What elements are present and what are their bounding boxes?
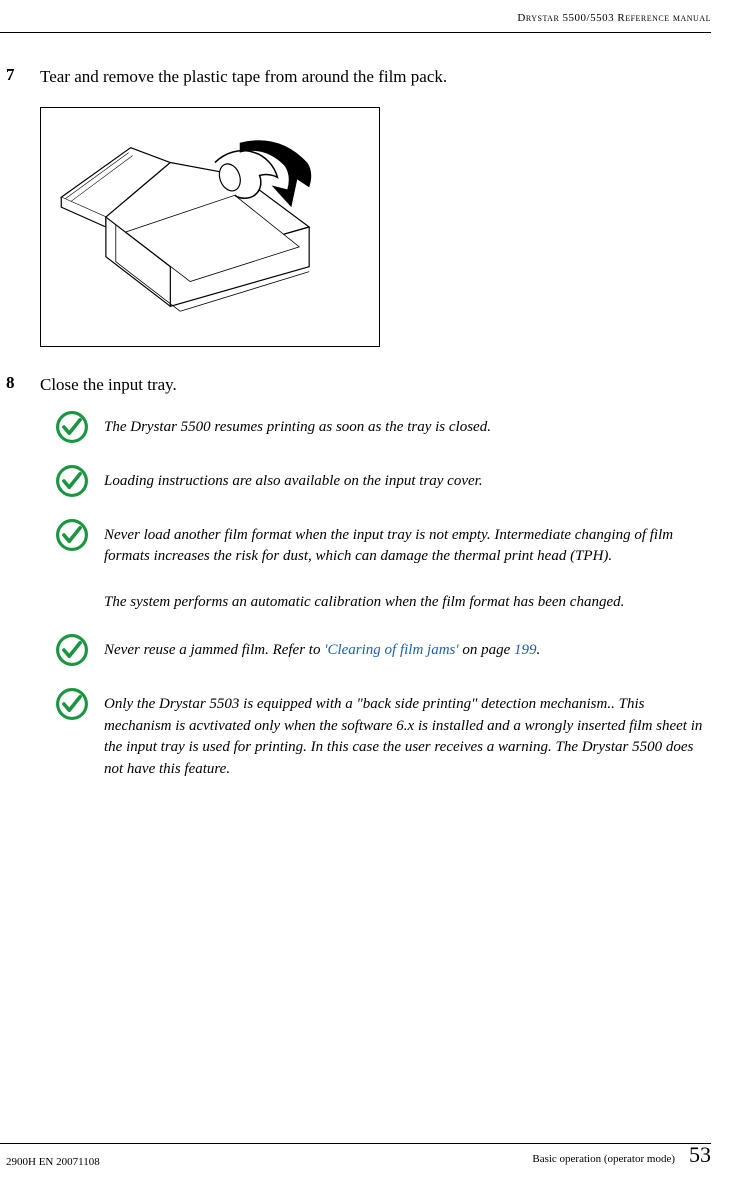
note-text-pre: Never reuse a jammed film. Refer to [104,642,324,658]
checkmark-icon [54,632,90,668]
step-number: 8 [0,373,25,397]
checkmark-icon [54,517,90,553]
note-text: The Drystar 5500 resumes printing as soo… [104,415,491,439]
note-item: Never load another film format when the … [54,523,711,569]
note-text: Never load another film format when the … [104,523,711,569]
note-item: Only the Drystar 5503 is equipped with a… [54,692,711,781]
note-item: Loading instructions are also available … [54,469,711,499]
footer-docid: 2900H EN 20071108 [0,1156,100,1168]
checkmark-icon [54,409,90,445]
checkmark-icon [54,686,90,722]
step-text: Tear and remove the plastic tape from ar… [25,65,447,89]
header-title: Drystar 5500/5503 Reference manual [517,12,711,24]
step-8: 8 Close the input tray. [40,373,711,397]
header-rule [0,32,711,33]
crossref-page[interactable]: 199 [514,642,537,658]
note-text: Only the Drystar 5503 is equipped with a… [104,692,711,781]
note-text-with-link: Never reuse a jammed film. Refer to 'Cle… [104,638,540,662]
checkmark-icon [54,463,90,499]
note-text: Loading instructions are also available … [104,469,483,493]
page-number: 53 [689,1142,711,1168]
footer: 2900H EN 20071108 Basic operation (opera… [0,1142,711,1168]
step-text: Close the input tray. [25,373,177,397]
main-content: 7 Tear and remove the plastic tape from … [0,65,711,805]
step-number: 7 [0,65,25,89]
note-text-post: . [537,642,541,658]
note-item: Never reuse a jammed film. Refer to 'Cle… [54,638,711,668]
crossref-link[interactable]: 'Clearing of film jams' [324,642,458,658]
footer-section: Basic operation (operator mode) [532,1153,675,1165]
illustration-film-pack [40,107,380,347]
note-text-mid: on page [459,642,514,658]
note-text-plain: The system performs an automatic calibra… [104,592,711,614]
note-item: The Drystar 5500 resumes printing as soo… [54,415,711,445]
step-7: 7 Tear and remove the plastic tape from … [40,65,711,89]
